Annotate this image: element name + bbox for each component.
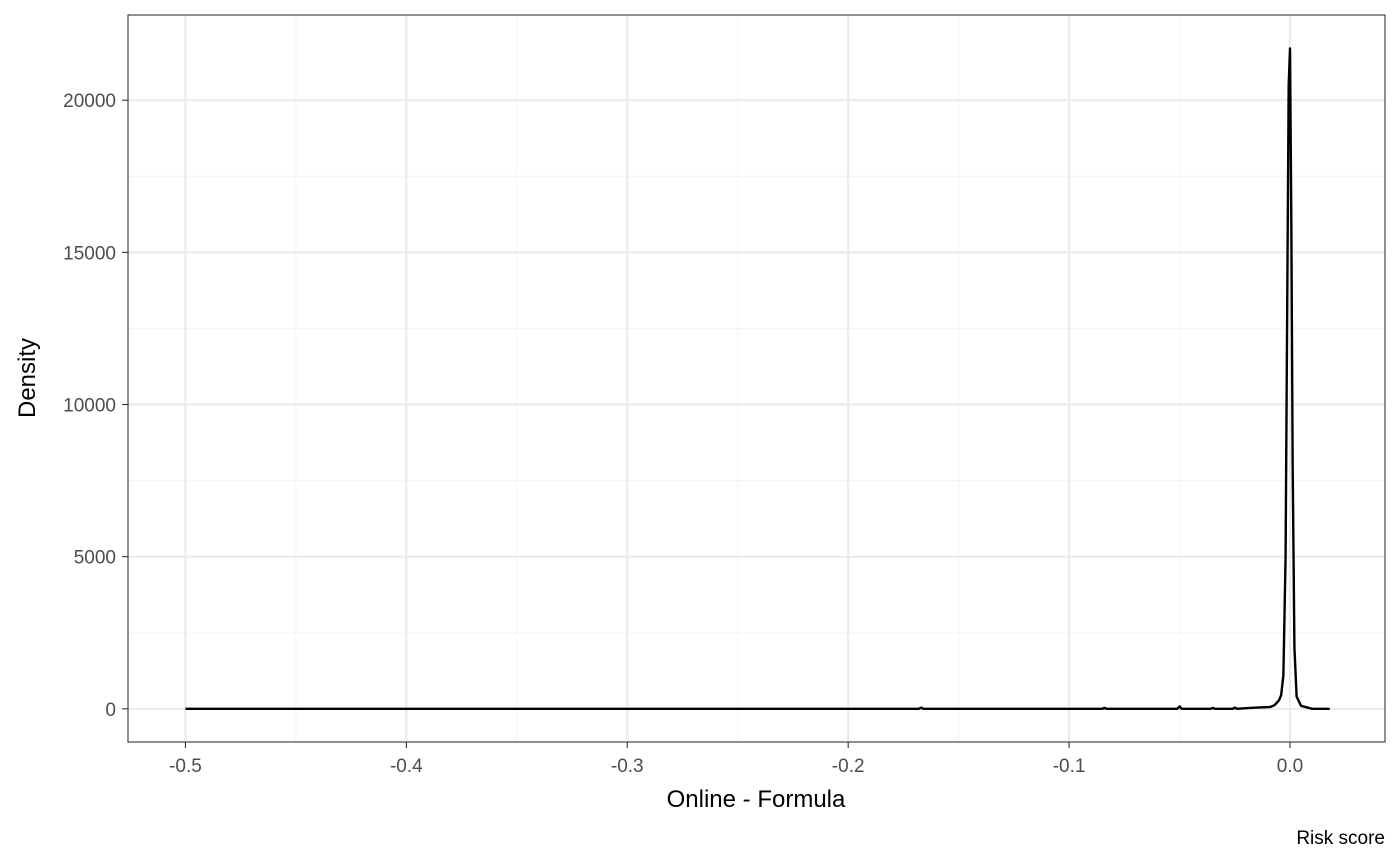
y-tick-label: 5000 — [74, 548, 116, 569]
y-tick-label: 10000 — [63, 396, 116, 417]
minor-gridlines — [128, 15, 1385, 742]
y-axis: 0 5000 10000 15000 20000 — [63, 91, 128, 721]
x-tick-label: -0.2 — [832, 756, 865, 777]
x-axis: -0.5 -0.4 -0.3 -0.2 -0.1 0.0 — [169, 742, 1303, 777]
x-tick-label: -0.1 — [1053, 756, 1086, 777]
y-tick-label: 0 — [105, 700, 116, 721]
density-line — [185, 47, 1330, 711]
y-axis-title: Density — [14, 338, 41, 418]
x-tick-label: -0.3 — [611, 756, 644, 777]
y-tick-label: 15000 — [63, 243, 116, 264]
x-tick-label: -0.4 — [390, 756, 423, 777]
x-tick-label: -0.5 — [169, 756, 202, 777]
plot-panel — [128, 15, 1385, 742]
y-tick-label: 20000 — [63, 91, 116, 112]
x-axis-title: Online - Formula — [667, 786, 846, 813]
density-series — [185, 47, 1330, 711]
chart-caption: Risk score — [1296, 828, 1385, 849]
x-tick-label: 0.0 — [1277, 756, 1303, 777]
panel-border — [127, 14, 1386, 743]
